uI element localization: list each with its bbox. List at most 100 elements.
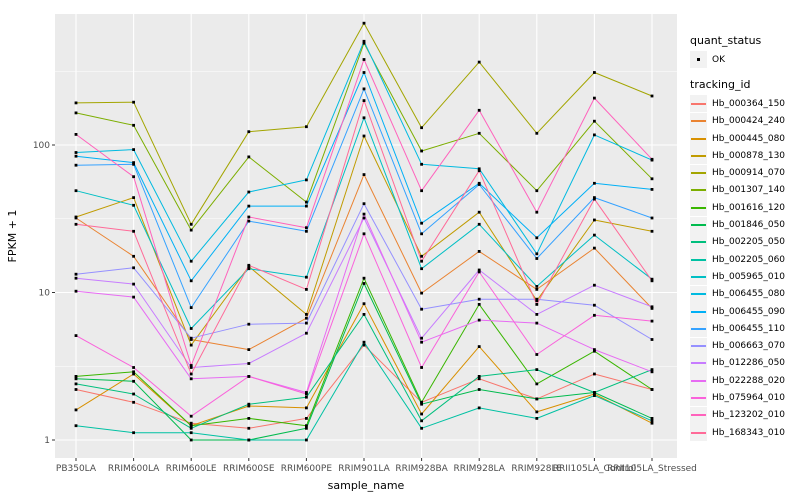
data-point bbox=[132, 366, 135, 369]
data-point bbox=[132, 372, 135, 376]
line-key-icon bbox=[690, 285, 707, 303]
legend-item-label: Hb_000424_240 bbox=[712, 116, 786, 127]
data-point bbox=[132, 254, 135, 258]
legend-item-tracking: Hb_006663_070 bbox=[690, 337, 798, 355]
data-point bbox=[247, 204, 251, 208]
data-point bbox=[650, 368, 654, 371]
data-point bbox=[593, 218, 596, 222]
data-point bbox=[305, 395, 308, 399]
data-point bbox=[132, 431, 135, 435]
data-point bbox=[477, 297, 481, 301]
legend-item-tracking: Hb_002205_050 bbox=[690, 233, 798, 251]
data-point bbox=[362, 173, 366, 176]
data-point bbox=[535, 189, 539, 193]
data-point bbox=[189, 364, 193, 367]
data-point bbox=[593, 391, 596, 394]
data-point bbox=[593, 372, 596, 376]
data-point bbox=[305, 229, 308, 233]
data-point bbox=[420, 400, 423, 404]
data-point bbox=[477, 222, 481, 226]
legend-item-tracking: Hb_000424_240 bbox=[690, 112, 798, 130]
data-point bbox=[132, 123, 135, 127]
legend-item-label: Hb_006455_080 bbox=[712, 289, 786, 300]
data-point bbox=[247, 215, 251, 219]
data-point bbox=[593, 246, 596, 250]
data-point bbox=[477, 375, 481, 378]
data-point bbox=[362, 87, 366, 91]
data-point bbox=[535, 303, 539, 306]
data-point bbox=[74, 111, 78, 115]
data-point bbox=[362, 202, 366, 206]
data-point bbox=[132, 196, 135, 199]
data-point bbox=[420, 254, 423, 258]
data-point bbox=[132, 148, 135, 151]
data-point bbox=[132, 379, 135, 383]
data-point bbox=[305, 316, 308, 320]
data-point bbox=[535, 299, 539, 303]
data-point bbox=[189, 377, 193, 381]
legend-item-label: Hb_006455_110 bbox=[712, 323, 786, 334]
legend-item-tracking: Hb_001616_120 bbox=[690, 199, 798, 217]
data-point bbox=[74, 272, 78, 276]
data-point bbox=[305, 200, 308, 204]
data-point bbox=[362, 216, 366, 220]
legend-item-label: Hb_123202_010 bbox=[712, 410, 786, 421]
data-point bbox=[535, 297, 539, 301]
legend-item-tracking: Hb_012286_050 bbox=[690, 354, 798, 372]
data-point bbox=[593, 71, 596, 74]
data-point bbox=[362, 21, 366, 25]
data-point bbox=[477, 131, 481, 135]
data-point bbox=[189, 431, 193, 435]
y-tick-label: 100 bbox=[33, 141, 50, 151]
data-point bbox=[247, 404, 251, 408]
legend-item-label: Hb_000445_080 bbox=[712, 133, 786, 144]
data-point bbox=[535, 252, 539, 256]
legend-item-tracking: Hb_000364_150 bbox=[690, 95, 798, 113]
legend-item-label: OK bbox=[712, 54, 725, 65]
data-point bbox=[132, 100, 135, 104]
data-point bbox=[74, 154, 78, 158]
x-tick-label: RRIM600SE bbox=[223, 464, 275, 474]
data-point bbox=[650, 216, 654, 220]
data-point bbox=[247, 417, 251, 420]
data-point bbox=[477, 388, 481, 391]
data-point bbox=[535, 236, 539, 240]
legend-item-tracking: Hb_000445_080 bbox=[690, 130, 798, 148]
data-point bbox=[477, 318, 481, 322]
data-point bbox=[650, 188, 654, 191]
legend-item-label: Hb_006663_070 bbox=[712, 341, 786, 352]
line-key-icon bbox=[690, 251, 707, 269]
data-point bbox=[189, 421, 193, 425]
line-key-icon bbox=[690, 112, 707, 130]
legend-item-tracking: Hb_000878_130 bbox=[690, 147, 798, 165]
data-point bbox=[189, 426, 193, 430]
data-point bbox=[305, 313, 308, 316]
data-point bbox=[189, 438, 193, 442]
data-point bbox=[535, 321, 539, 325]
data-point bbox=[593, 196, 596, 199]
data-point bbox=[593, 133, 596, 137]
data-point bbox=[420, 412, 423, 416]
data-point bbox=[132, 370, 135, 374]
legend-item-tracking: Hb_075964_010 bbox=[690, 389, 798, 407]
data-point bbox=[247, 267, 251, 271]
legend-item-tracking: Hb_168343_010 bbox=[690, 424, 798, 442]
data-point bbox=[189, 336, 193, 340]
line-key-icon bbox=[690, 320, 707, 338]
legend-item-label: Hb_075964_010 bbox=[712, 392, 786, 403]
legend: quant_status OK tracking_id Hb_000364_15… bbox=[690, 34, 798, 442]
data-point bbox=[650, 177, 654, 181]
legend-entries: Hb_000364_150 Hb_000424_240 Hb_000445_080 H… bbox=[690, 95, 798, 442]
data-point bbox=[477, 167, 481, 171]
legend-item-tracking: Hb_000914_070 bbox=[690, 164, 798, 182]
data-point bbox=[362, 340, 366, 344]
data-point bbox=[74, 163, 78, 167]
data-point bbox=[189, 343, 193, 347]
data-point bbox=[420, 149, 423, 153]
legend-item-label: Hb_002205_050 bbox=[712, 237, 786, 248]
data-point bbox=[189, 306, 193, 309]
data-point bbox=[593, 181, 596, 185]
x-tick-label: RRIM928LE bbox=[511, 464, 562, 474]
data-point bbox=[74, 377, 78, 381]
